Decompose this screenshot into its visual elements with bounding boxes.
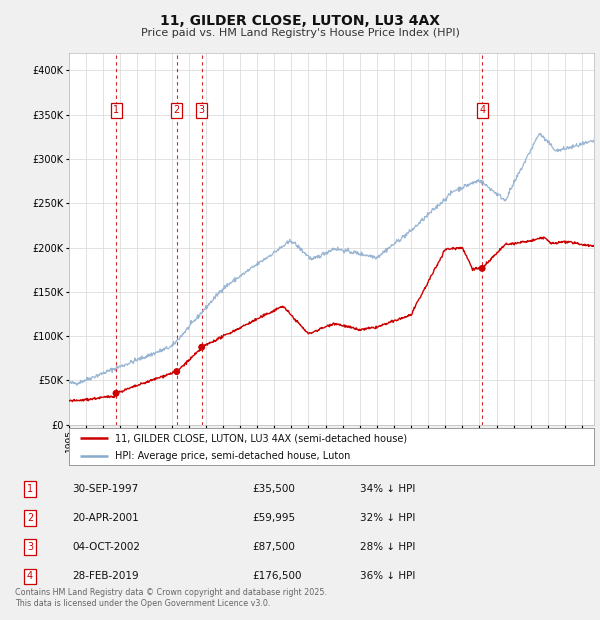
Text: £35,500: £35,500 (252, 484, 295, 494)
Text: 3: 3 (27, 542, 33, 552)
Text: 36% ↓ HPI: 36% ↓ HPI (360, 571, 415, 582)
Text: 32% ↓ HPI: 32% ↓ HPI (360, 513, 415, 523)
Text: 11, GILDER CLOSE, LUTON, LU3 4AX: 11, GILDER CLOSE, LUTON, LU3 4AX (160, 14, 440, 28)
Text: 28-FEB-2019: 28-FEB-2019 (72, 571, 139, 582)
Point (111, 388, 121, 398)
Text: 30-SEP-1997: 30-SEP-1997 (72, 484, 138, 494)
Text: 28% ↓ HPI: 28% ↓ HPI (360, 542, 415, 552)
Text: 1: 1 (113, 105, 119, 115)
Text: £176,500: £176,500 (252, 571, 302, 582)
Point (172, 366, 182, 376)
Text: 4: 4 (479, 105, 485, 115)
Text: Price paid vs. HM Land Registry's House Price Index (HPI): Price paid vs. HM Land Registry's House … (140, 28, 460, 38)
Point (197, 342, 206, 352)
Text: 3: 3 (199, 105, 205, 115)
Text: £87,500: £87,500 (252, 542, 295, 552)
Text: Contains HM Land Registry data © Crown copyright and database right 2025.
This d: Contains HM Land Registry data © Crown c… (15, 588, 327, 608)
Text: 04-OCT-2002: 04-OCT-2002 (72, 542, 140, 552)
Text: 4: 4 (27, 571, 33, 582)
Text: 2: 2 (27, 513, 33, 523)
Text: 11, GILDER CLOSE, LUTON, LU3 4AX (semi-detached house): 11, GILDER CLOSE, LUTON, LU3 4AX (semi-d… (115, 433, 407, 443)
Text: 2: 2 (173, 105, 180, 115)
Text: 34% ↓ HPI: 34% ↓ HPI (360, 484, 415, 494)
Text: £59,995: £59,995 (252, 513, 295, 523)
Point (478, 264, 487, 273)
Text: 1: 1 (27, 484, 33, 494)
Text: 20-APR-2001: 20-APR-2001 (72, 513, 139, 523)
Text: HPI: Average price, semi-detached house, Luton: HPI: Average price, semi-detached house,… (115, 451, 350, 461)
